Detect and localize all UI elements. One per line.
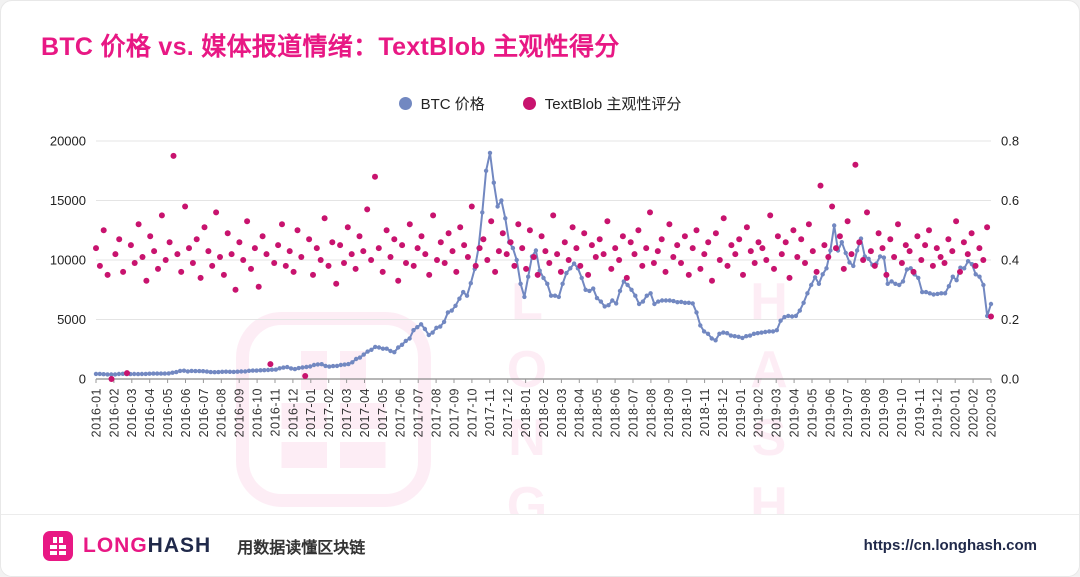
brand-long-text: LONG	[83, 533, 148, 557]
svg-text:2016-04: 2016-04	[143, 388, 157, 437]
svg-text:2016-09: 2016-09	[233, 388, 247, 437]
longhash-brand: LONGHASH 用数据读懂区块链	[43, 530, 366, 561]
legend-item-sentiment[interactable]: TextBlob 主观性评分	[522, 93, 682, 114]
footer-url-link[interactable]: https://cn.longhash.com	[863, 537, 1037, 554]
svg-text:5000: 5000	[57, 312, 86, 327]
svg-text:2017-05: 2017-05	[376, 388, 390, 437]
page-title: BTC 价格 vs. 媒体报道情绪：TextBlob 主观性得分	[41, 33, 620, 61]
legend-label-btc: BTC 价格	[420, 96, 485, 113]
svg-text:2016-08: 2016-08	[215, 388, 229, 437]
gridlines	[96, 140, 991, 380]
axis-labels: 0 0.0 5000 0.2 10000 0.4 15000 0.6 20000 0.8 2016-…	[50, 134, 1019, 438]
svg-text:2018-02: 2018-02	[537, 388, 551, 437]
svg-text:2020-02: 2020-02	[966, 388, 980, 437]
svg-text:0.6: 0.6	[1001, 193, 1019, 208]
brand-tagline: 用数据读懂区块链	[237, 539, 366, 557]
svg-text:2018-12: 2018-12	[716, 388, 730, 437]
svg-text:2016-06: 2016-06	[179, 388, 193, 437]
svg-text:2018-07: 2018-07	[626, 388, 640, 437]
svg-text:2016-11: 2016-11	[268, 388, 282, 436]
svg-text:2019-02: 2019-02	[752, 388, 766, 437]
svg-text:2017-09: 2017-09	[447, 388, 461, 437]
chart-canvas: 0 0.0 5000 0.2 10000 0.4 15000 0.6 20000 0.8 2016-…	[50, 134, 1019, 438]
svg-text:2017-06: 2017-06	[394, 388, 408, 437]
svg-text:2017-01: 2017-01	[304, 388, 318, 437]
svg-text:0: 0	[79, 372, 86, 387]
legend-label-sentiment: TextBlob 主观性评分	[544, 96, 682, 113]
svg-text:2017-11: 2017-11	[483, 388, 497, 436]
svg-text:2017-10: 2017-10	[465, 388, 479, 437]
svg-text:2016-10: 2016-10	[250, 388, 264, 437]
svg-text:2016-01: 2016-01	[89, 388, 103, 437]
svg-text:2019-07: 2019-07	[841, 388, 855, 437]
btc-series	[93, 150, 994, 377]
svg-text:2019-12: 2019-12	[931, 388, 945, 437]
svg-text:15000: 15000	[50, 193, 86, 208]
svg-text:2019-03: 2019-03	[770, 388, 784, 437]
svg-text:0.8: 0.8	[1001, 134, 1019, 149]
chart-legend: BTC 价格 TextBlob 主观性评分	[1, 93, 1079, 114]
svg-text:2020-01: 2020-01	[949, 388, 963, 437]
svg-text:2017-03: 2017-03	[340, 388, 354, 437]
footer-bar: LONGHASH 用数据读懂区块链 https://cn.longhash.co…	[1, 514, 1079, 576]
svg-text:2019-10: 2019-10	[895, 388, 909, 437]
svg-text:2016-07: 2016-07	[197, 388, 211, 437]
svg-text:2016-03: 2016-03	[125, 388, 139, 437]
svg-text:2018-09: 2018-09	[662, 388, 676, 437]
svg-text:2018-04: 2018-04	[573, 388, 587, 437]
brand-wordmark: LONGHASH	[83, 534, 211, 558]
svg-text:0.4: 0.4	[1001, 253, 1019, 268]
svg-text:2020-03: 2020-03	[984, 388, 998, 437]
svg-text:0.0: 0.0	[1001, 372, 1019, 387]
svg-text:2018-06: 2018-06	[608, 388, 622, 437]
svg-text:2017-07: 2017-07	[412, 388, 426, 437]
longhash-logo-icon	[43, 530, 73, 561]
svg-text:2016-05: 2016-05	[161, 388, 175, 437]
svg-text:2018-01: 2018-01	[519, 388, 533, 437]
svg-text:2019-06: 2019-06	[823, 388, 837, 437]
svg-text:2016-02: 2016-02	[107, 388, 121, 437]
svg-text:10000: 10000	[50, 253, 86, 268]
brand-hash-text: HASH	[147, 533, 212, 557]
svg-text:2019-01: 2019-01	[734, 388, 748, 437]
svg-text:2018-05: 2018-05	[591, 388, 605, 437]
svg-text:2017-12: 2017-12	[501, 388, 515, 437]
svg-text:2017-08: 2017-08	[429, 388, 443, 437]
svg-text:2017-02: 2017-02	[322, 388, 336, 437]
svg-text:2017-04: 2017-04	[358, 388, 372, 437]
svg-text:2019-09: 2019-09	[877, 388, 891, 437]
chart-area: LONG HASH 0 0.0 5000 0.2 10000 0.4 15000 0.6 200…	[1, 123, 1079, 546]
btc-legend-dot-icon	[398, 97, 412, 110]
svg-text:2018-03: 2018-03	[555, 388, 569, 437]
svg-text:2019-11: 2019-11	[913, 388, 927, 436]
svg-text:2018-11: 2018-11	[698, 388, 712, 436]
svg-text:2019-05: 2019-05	[805, 388, 819, 437]
legend-item-btc[interactable]: BTC 价格	[398, 93, 485, 114]
svg-text:0.2: 0.2	[1001, 312, 1019, 327]
svg-text:2019-04: 2019-04	[787, 388, 801, 437]
svg-text:2018-10: 2018-10	[680, 388, 694, 437]
svg-text:2019-08: 2019-08	[859, 388, 873, 437]
svg-text:2016-12: 2016-12	[286, 388, 300, 437]
svg-text:20000: 20000	[50, 134, 86, 149]
sentiment-legend-dot-icon	[522, 97, 536, 110]
sentiment-series	[93, 152, 994, 382]
svg-text:2018-08: 2018-08	[644, 388, 658, 437]
